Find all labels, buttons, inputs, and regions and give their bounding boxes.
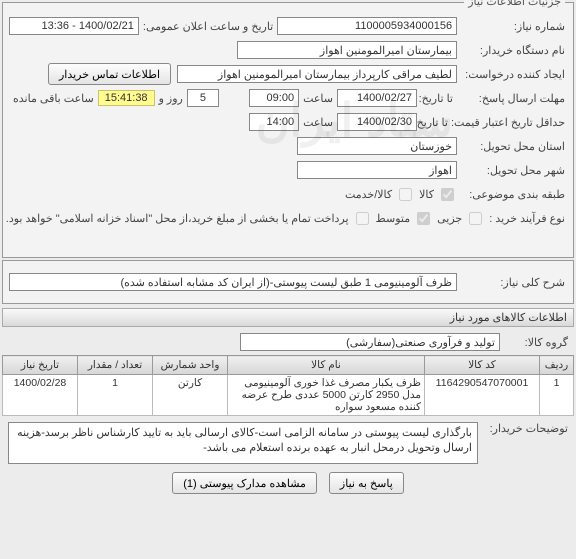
desc-value: ظرف آلومینیومی 1 طبق لیست پیوستی-(از ایر… <box>9 273 457 291</box>
cb-kala-label: کالا <box>415 188 438 201</box>
announce-value: 1400/02/21 - 13:36 <box>9 17 139 35</box>
need-no-value: 1100005934000156 <box>277 17 457 35</box>
cell-name: ظرف یکبار مصرف غذا خوری آلومینیومی مدل 2… <box>228 375 425 416</box>
cb-khadamat <box>399 188 412 201</box>
subject-label: طبقه بندی موضوعی: <box>457 188 567 201</box>
cb-motavasset-label: متوسط <box>372 212 415 225</box>
group-value: تولید و فرآوری صنعتی(سفارشی) <box>240 333 500 351</box>
process-label: نوع فرآیند خرید : <box>485 212 567 225</box>
cb-jozee-label: جزیی <box>433 212 466 225</box>
col-name: نام کالا <box>228 356 425 375</box>
remain-days: 5 <box>187 89 219 107</box>
need-no-label: شماره نیاز: <box>457 20 567 33</box>
cell-date: 1400/02/28 <box>3 375 78 416</box>
cell-code: 1164290547070001 <box>425 375 540 416</box>
deadline-label: مهلت ارسال پاسخ: <box>457 92 567 105</box>
need-details-panel: جزئیات اطلاعات نیاز ستاد ایران شماره نیا… <box>2 2 574 258</box>
cell-unit: کارتن <box>153 375 228 416</box>
saat-label-2: ساعت <box>299 116 337 129</box>
announce-label: تاریخ و ساعت اعلان عمومی: <box>139 20 277 33</box>
cb-kala <box>441 188 454 201</box>
province-value: خوزستان <box>297 137 457 155</box>
cell-qty: 1 <box>78 375 153 416</box>
desc-label: شرح کلی نیاز: <box>457 276 567 289</box>
cb-jozee <box>469 212 482 225</box>
col-qty: تعداد / مقدار <box>78 356 153 375</box>
buyer-notes-label: توضیحات خریدار: <box>480 420 570 435</box>
footer-buttons: پاسخ به نیاز مشاهده مدارک پیوستی (1) <box>0 466 576 498</box>
cb-motavasset <box>417 212 430 225</box>
buyer-notes: بارگذاری لیست پیوستی در سامانه الزامی اس… <box>8 422 478 464</box>
col-code: کد کالا <box>425 356 540 375</box>
validity-time: 14:00 <box>249 113 299 131</box>
pay-note: پرداخت تمام یا بخشی از مبلغ خرید،از محل … <box>2 212 353 225</box>
org-label: نام دستگاه خریدار: <box>457 44 567 57</box>
contact-buyer-button[interactable]: اطلاعات تماس خریدار <box>48 63 171 85</box>
validity-label: حداقل تاریخ اعتبار قیمت: تا تاریخ: <box>417 116 567 129</box>
rooz-o: روز و <box>155 92 187 105</box>
creator-label: ایجاد کننده درخواست: <box>457 68 567 81</box>
city-label: شهر محل تحویل: <box>457 164 567 177</box>
cb-treasury <box>356 212 369 225</box>
table-header-row: ردیف کد کالا نام کالا واحد شمارش تعداد /… <box>3 356 574 375</box>
validity-date: 1400/02/30 <box>337 113 417 131</box>
deadline-date: 1400/02/27 <box>337 89 417 107</box>
panel1-title: جزئیات اطلاعات نیاز <box>464 0 565 8</box>
cell-idx: 1 <box>540 375 574 416</box>
view-docs-button[interactable]: مشاهده مدارک پیوستی (1) <box>172 472 317 494</box>
org-value: بیمارستان امیرالمومنین اهواز <box>237 41 457 59</box>
countdown-timer: 15:41:38 <box>98 90 155 106</box>
table-row[interactable]: 1 1164290547070001 ظرف یکبار مصرف غذا خو… <box>3 375 574 416</box>
cb-khadamat-label: کالا/خدمت <box>341 188 396 201</box>
province-label: استان محل تحویل: <box>457 140 567 153</box>
city-value: اهواز <box>297 161 457 179</box>
deadline-time: 09:00 <box>249 89 299 107</box>
group-label: گروه کالا: <box>500 336 570 349</box>
need-desc-panel: شرح کلی نیاز: ظرف آلومینیومی 1 طبق لیست … <box>2 260 574 304</box>
items-table: ردیف کد کالا نام کالا واحد شمارش تعداد /… <box>2 355 574 416</box>
col-unit: واحد شمارش <box>153 356 228 375</box>
items-section-header: اطلاعات کالاهای مورد نیاز <box>2 308 574 327</box>
col-idx: ردیف <box>540 356 574 375</box>
reply-button[interactable]: پاسخ به نیاز <box>329 472 404 494</box>
deadline-ta: تا تاریخ: <box>417 92 457 105</box>
creator-value: لطیف مراقی کارپرداز بیمارستان امیرالمومن… <box>177 65 457 83</box>
col-date: تاریخ نیاز <box>3 356 78 375</box>
saat-label-1: ساعت <box>299 92 337 105</box>
remain-suffix: ساعت باقی مانده <box>9 92 98 105</box>
